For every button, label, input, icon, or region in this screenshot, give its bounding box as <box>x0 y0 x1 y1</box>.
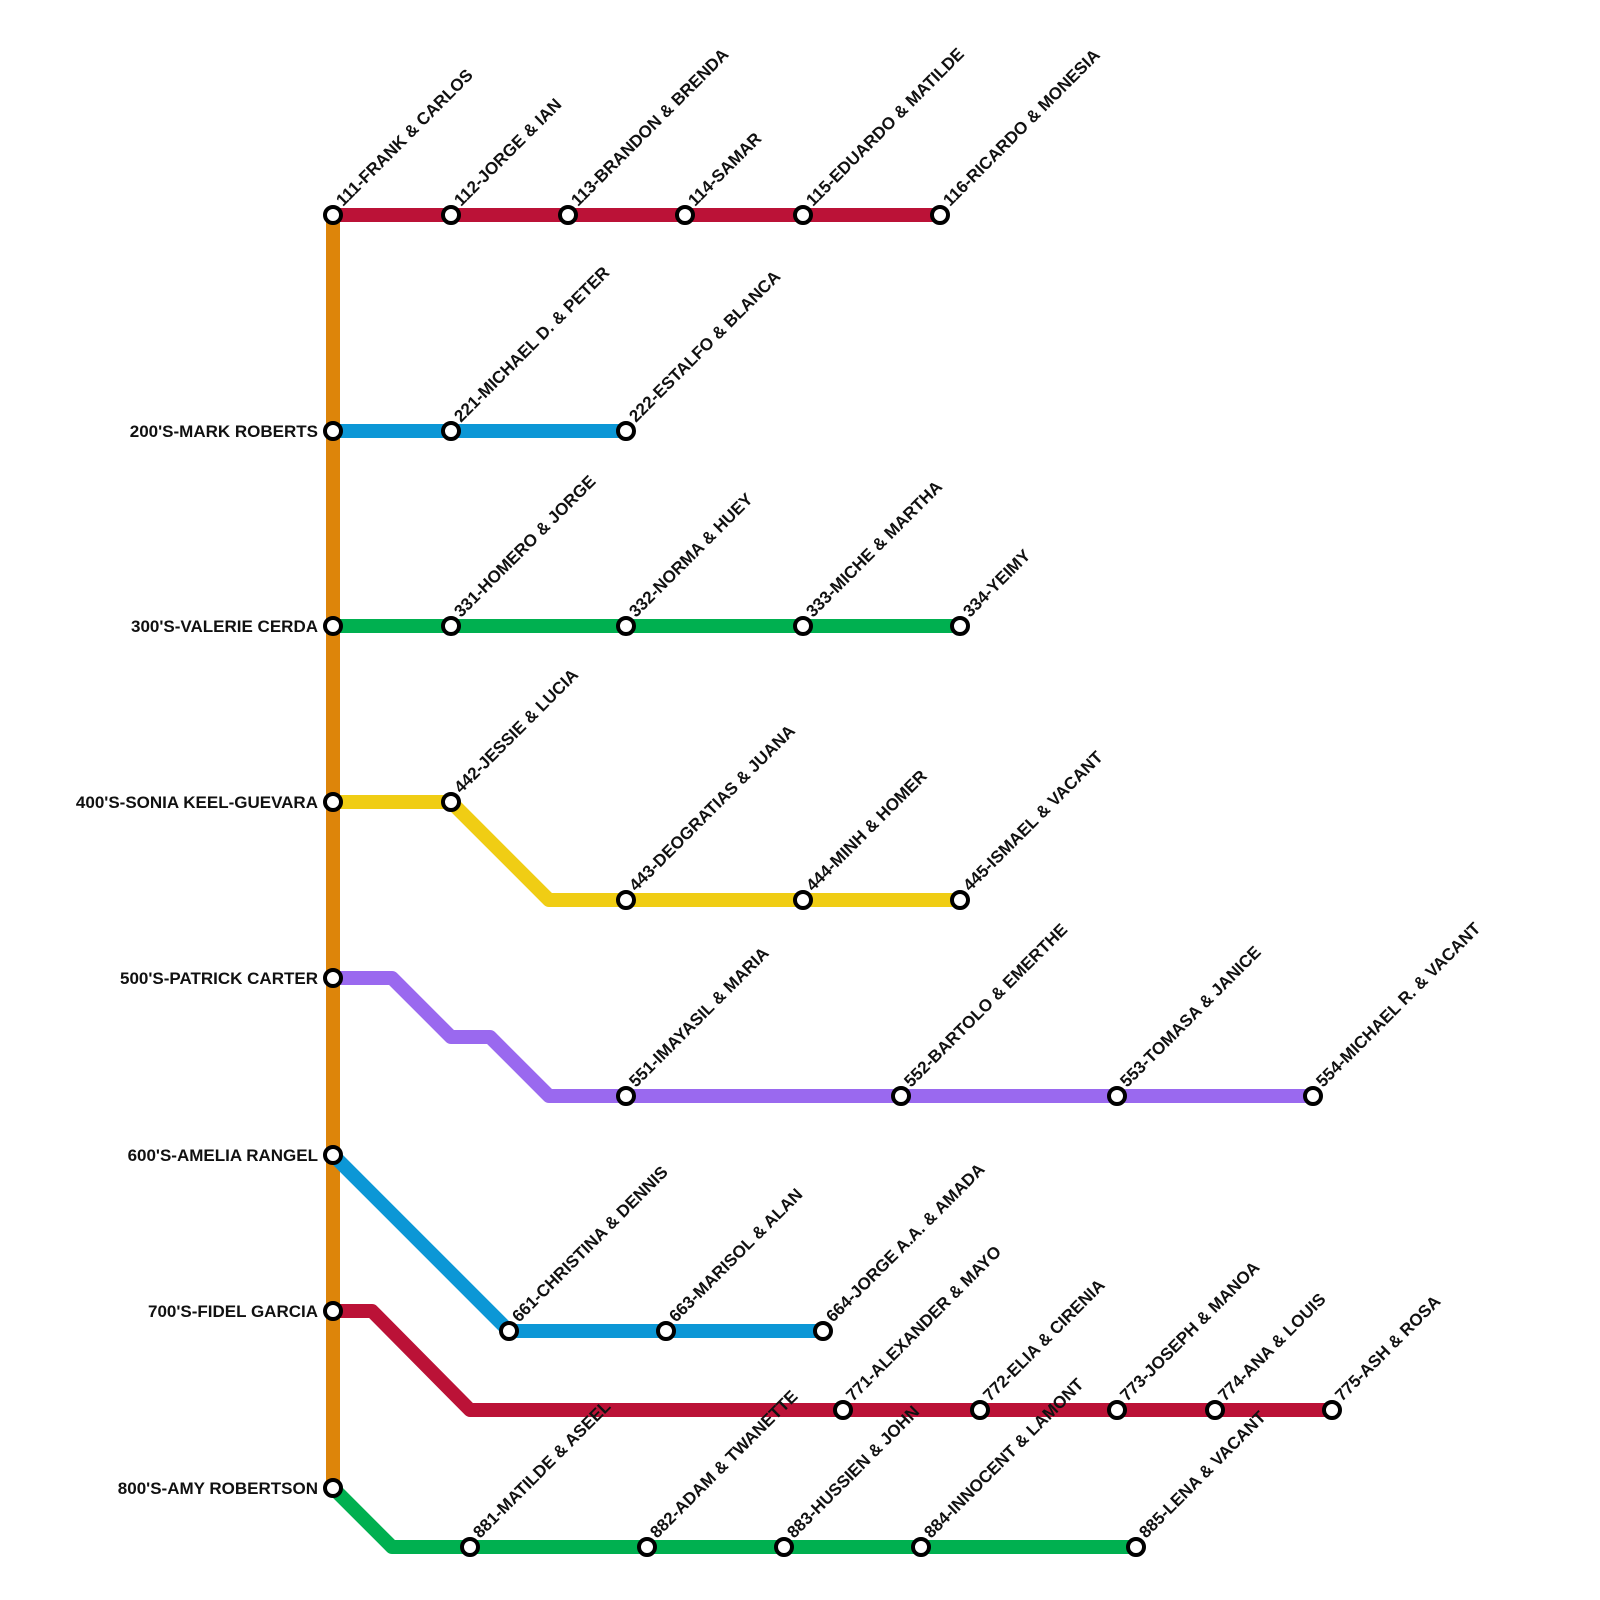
station-marker <box>1107 1400 1127 1420</box>
station-marker <box>499 1321 519 1341</box>
station-marker <box>656 1321 676 1341</box>
station-marker <box>460 1537 480 1557</box>
station-label: 663-MARISOL & ALAN <box>665 1185 806 1326</box>
station-marker <box>323 968 343 988</box>
station-marker <box>950 616 970 636</box>
station-marker <box>675 205 695 225</box>
station-label: 884-INNOCENT & LAMONT <box>920 1374 1087 1541</box>
station-marker <box>813 1321 833 1341</box>
station-marker <box>558 205 578 225</box>
station-label: 333-MICHE & MARTHA <box>802 477 946 621</box>
station-label: 661-CHRISTINA & DENNIS <box>508 1163 671 1326</box>
station-marker <box>930 205 950 225</box>
station-marker <box>616 616 636 636</box>
station-marker <box>323 421 343 441</box>
station-label: 775-ASH & ROSA <box>1331 1292 1444 1405</box>
station-label: 883-HUSSIEN & JOHN <box>783 1402 923 1542</box>
station-label: 334-YEIMY <box>959 545 1034 620</box>
station-label: 551-IMAYASIL & MARIA <box>625 944 772 1091</box>
station-marker <box>616 1086 636 1106</box>
hub-label: 400'S-SONIA KEEL-GUEVARA <box>76 793 318 812</box>
station-marker <box>323 792 343 812</box>
station-marker <box>323 1301 343 1321</box>
station-marker <box>774 1537 794 1557</box>
station-marker <box>891 1086 911 1106</box>
station-marker <box>616 890 636 910</box>
station-marker <box>441 205 461 225</box>
station-marker <box>1322 1400 1342 1420</box>
station-marker <box>793 890 813 910</box>
station-marker <box>323 205 343 225</box>
station-label: 222-ESTALFO & BLANCA <box>625 267 784 426</box>
station-label: 331-HOMERO & JORGE <box>450 472 599 621</box>
route-line <box>326 971 1320 1103</box>
hub-label: 200'S-MARK ROBERTS <box>130 422 318 441</box>
hub-label: 300'S-VALERIE CERDA <box>131 617 318 636</box>
station-label: 332-NORMA & HUEY <box>625 489 757 621</box>
station-label: 115-EDUARDO & MATILDE <box>802 44 967 209</box>
station-label: 443-DEOGRATIAS & JUANA <box>625 721 799 895</box>
station-label: 885-LENA & VACANT <box>1135 1407 1270 1542</box>
route-line <box>326 1481 1143 1554</box>
station-label: 111-FRANK & CARLOS <box>332 65 476 209</box>
station-marker <box>950 890 970 910</box>
station-label: 116-RICARDO & MONESIA <box>939 45 1103 209</box>
hub-label: 800'S-AMY ROBERTSON <box>118 1479 318 1498</box>
hub-label: 600'S-AMELIA RANGEL <box>128 1146 318 1165</box>
station-marker <box>323 616 343 636</box>
station-marker <box>793 616 813 636</box>
station-label: 553-TOMASA & JANICE <box>1116 942 1264 1090</box>
station-marker <box>323 1145 343 1165</box>
station-marker <box>441 616 461 636</box>
station-marker <box>441 421 461 441</box>
station-marker <box>1303 1086 1323 1106</box>
station-label: 772-ELIA & CIRENIA <box>979 1276 1108 1405</box>
station-label: 444-MINH & HOMER <box>802 767 930 895</box>
station-label: 112-JORGE & IAN <box>450 95 565 210</box>
station-label: 114-SAMAR <box>684 129 765 210</box>
station-label: 771-ALEXANDER & MAYO <box>842 1242 1005 1405</box>
station-marker <box>970 1400 990 1420</box>
station-marker <box>637 1537 657 1557</box>
route-line <box>326 795 967 907</box>
station-marker <box>1126 1537 1146 1557</box>
hub-label: 700'S-FIDEL GARCIA <box>148 1302 318 1321</box>
station-label: 445-ISMAEL & VACANT <box>959 747 1107 895</box>
route-line <box>326 1304 1339 1417</box>
station-marker <box>441 792 461 812</box>
station-label: 774-ANA & LOUIS <box>1214 1290 1329 1405</box>
station-marker <box>1107 1086 1127 1106</box>
station-marker <box>833 1400 853 1420</box>
station-label: 554-MICHAEL R. & VACANT <box>1312 918 1484 1090</box>
station-label: 442-JESSIE & LUCIA <box>450 665 582 797</box>
station-marker <box>323 1478 343 1498</box>
station-marker <box>793 205 813 225</box>
station-marker <box>616 421 636 441</box>
station-label: 552-BARTOLO & EMERTHE <box>900 920 1071 1091</box>
station-label: 881-MATILDE & ASEEL <box>469 1397 614 1542</box>
station-label: 221-MICHAEL D. & PETER <box>450 263 613 426</box>
hub-label: 500'S-PATRICK CARTER <box>120 969 318 988</box>
station-marker <box>1205 1400 1225 1420</box>
station-label: 664-JORGE A.A. & AMADA <box>822 1160 988 1326</box>
station-marker <box>911 1537 931 1557</box>
